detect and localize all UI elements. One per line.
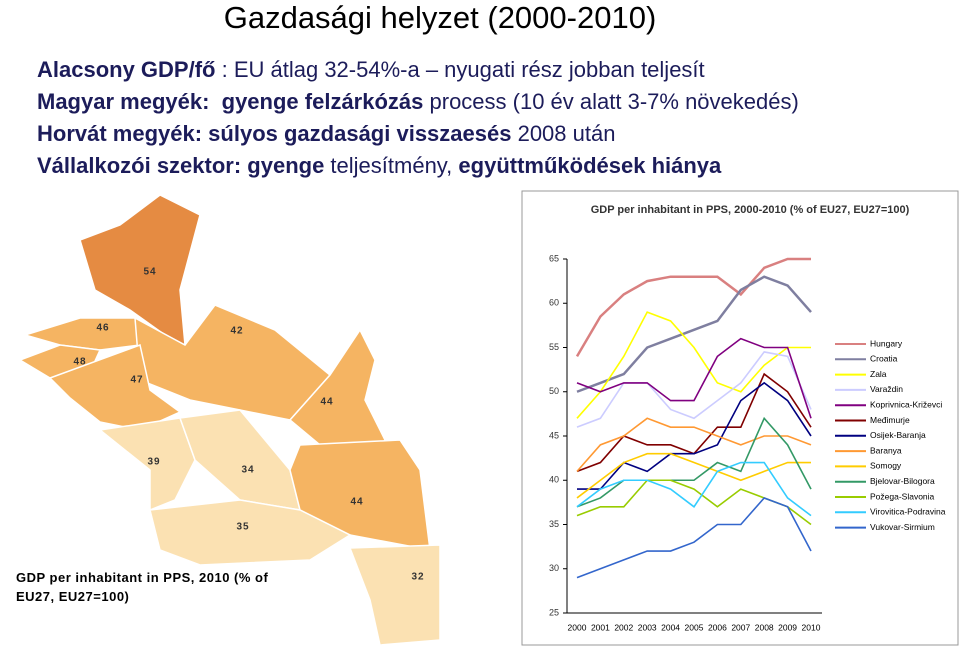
- region: [22, 317, 141, 351]
- region-label: 47: [130, 375, 143, 386]
- x-tick-label: 2009: [778, 622, 797, 632]
- region: [178, 409, 302, 511]
- region: [149, 499, 352, 566]
- x-tick-label: 2000: [568, 622, 587, 632]
- region-label: 32: [411, 572, 424, 583]
- map: 54 46 42 48 47 44 39 34 44 35 32: [18, 194, 441, 646]
- region-label: 44: [320, 397, 333, 408]
- bullets: Alacsony GDP/fő : EU átlag 32-54%-a – ny…: [37, 54, 799, 182]
- x-tick-label: 2006: [708, 622, 727, 632]
- x-tick-label: 2010: [802, 622, 821, 632]
- bullet-text: teljesítmény,: [324, 153, 459, 178]
- bullet-text: együttműködések hiánya: [458, 153, 722, 178]
- series-line: [576, 351, 812, 428]
- x-tick-label: 2002: [614, 622, 633, 632]
- x-tick-label: 2007: [731, 622, 750, 632]
- y-tick-label: 35: [549, 519, 559, 529]
- bullet-text: Magyar megyék: gyenge felzárkózás: [37, 89, 424, 114]
- legend-label: Virovitica-Podravina: [870, 507, 946, 517]
- series-line: [576, 311, 811, 419]
- region-label: 34: [241, 465, 254, 476]
- map-caption: GDP per inhabitant in PPS, 2010 (% of EU…: [16, 570, 269, 604]
- y-tick-label: 30: [549, 563, 559, 573]
- chart-title: GDP per inhabitant in PPS, 2000-2010 (% …: [590, 204, 910, 216]
- region-label: 54: [143, 267, 156, 278]
- y-tick-label: 45: [549, 430, 559, 440]
- region: [348, 544, 441, 646]
- series-line: [576, 275, 812, 393]
- legend-label: Bjelovar-Bilogora: [870, 476, 935, 486]
- series-line: [576, 416, 812, 508]
- region-label: 35: [236, 522, 249, 533]
- bullet-text: Alacsony GDP/fő: [37, 57, 216, 82]
- region: [79, 194, 201, 347]
- bullet-text: 2008 után: [511, 121, 616, 146]
- legend-label: Varaždin: [870, 384, 903, 394]
- legend-label: Vukovar-Sirmium: [870, 522, 935, 532]
- legend-label: Koprivnica-Križevci: [870, 399, 942, 409]
- bullet-text: process (10 év alatt 3-7% növekedés): [423, 89, 799, 114]
- region-label: 42: [230, 326, 243, 337]
- region-label: 44: [350, 497, 363, 508]
- x-tick-label: 2005: [685, 622, 704, 632]
- region-label: 46: [96, 323, 109, 334]
- legend-label: Požega-Slavonia: [870, 491, 935, 501]
- bullet-text: Horvát megyék: súlyos gazdasági visszaes…: [37, 121, 512, 146]
- line-chart: 25 30 35 40 45 50 55 60 65 2000 2001 2002 2003 2004 20…: [549, 253, 946, 632]
- bullet: Horvát megyék: súlyos gazdasági visszaes…: [37, 118, 799, 150]
- legend-label: Osijek-Baranja: [870, 430, 926, 440]
- legend-label: Zala: [870, 369, 887, 379]
- bullet: Vállalkozói szektor: gyenge teljesítmény…: [37, 150, 799, 182]
- series-line: [576, 337, 812, 419]
- y-tick-label: 40: [549, 475, 559, 485]
- region-label: 48: [73, 357, 86, 368]
- legend-label: Međimurje: [870, 415, 910, 425]
- series-line: [575, 257, 811, 357]
- x-tick-label: 2008: [755, 622, 774, 632]
- x-tick-label: 2004: [661, 622, 680, 632]
- bullet: Alacsony GDP/fő : EU átlag 32-54%-a – ny…: [37, 54, 799, 86]
- series-line: [576, 461, 812, 517]
- bullet: Magyar megyék: gyenge felzárkózás proces…: [37, 86, 799, 118]
- legend-label: Croatia: [870, 354, 898, 364]
- y-tick-label: 60: [549, 298, 559, 308]
- series-line: [577, 381, 812, 490]
- x-tick-label: 2003: [638, 622, 657, 632]
- slide-title: Gazdasági helyzet (2000-2010): [223, 0, 657, 35]
- chart-frame: [521, 190, 959, 646]
- legend-label: Baranya: [870, 445, 902, 455]
- bullet-text: Vállalkozói szektor: gyenge: [37, 153, 325, 178]
- bullet-text: : EU átlag 32-54%-a – nyugati rész jobba…: [215, 57, 705, 82]
- y-tick-label: 55: [549, 342, 559, 352]
- region-label: 39: [147, 457, 160, 468]
- legend-label: Hungary: [870, 338, 903, 348]
- legend-label: Somogy: [870, 461, 902, 471]
- series-line: [576, 417, 812, 472]
- series-line: [576, 497, 812, 579]
- y-tick-label: 50: [549, 386, 559, 396]
- x-tick-label: 2001: [591, 622, 610, 632]
- series-line: [576, 452, 811, 499]
- y-tick-label: 65: [549, 253, 559, 263]
- y-tick-label: 25: [549, 607, 559, 617]
